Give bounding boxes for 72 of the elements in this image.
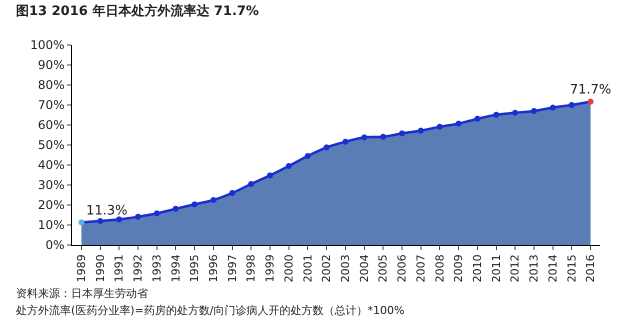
x-tick-label: 2007 xyxy=(414,254,428,282)
point xyxy=(304,153,311,159)
point xyxy=(210,197,216,203)
x-tick-label: 2016 xyxy=(584,254,598,282)
data-label: 11.3% xyxy=(86,203,128,218)
x-tick-label: 2005 xyxy=(376,254,390,282)
x-tick-label: 2009 xyxy=(452,254,466,282)
y-tick-label: 100% xyxy=(30,38,65,52)
y-tick-label: 60% xyxy=(38,118,65,132)
x-tick-label: 1996 xyxy=(207,254,220,282)
x-tick-label: 1989 xyxy=(75,254,88,282)
point xyxy=(135,214,141,220)
point xyxy=(324,144,330,150)
x-tick-label: 1990 xyxy=(94,254,107,282)
x-tick-label: 1992 xyxy=(132,254,145,282)
point xyxy=(286,163,292,169)
y-tick-label: 70% xyxy=(38,98,65,112)
y-tick-label: 10% xyxy=(38,218,65,232)
point xyxy=(512,110,518,116)
x-tick-label: 1998 xyxy=(244,254,258,282)
point xyxy=(78,219,84,226)
data-label: 71.7% xyxy=(570,82,612,98)
point xyxy=(399,130,405,136)
point xyxy=(229,190,236,196)
x-tick-label: 2015 xyxy=(565,254,578,282)
x-tick-label: 2008 xyxy=(433,254,446,282)
point xyxy=(531,108,537,114)
x-tick-label: 2013 xyxy=(528,254,541,282)
x-tick-label: 1994 xyxy=(169,254,182,282)
y-tick-label: 20% xyxy=(38,198,65,212)
x-tick-label: 2001 xyxy=(301,254,314,282)
point xyxy=(550,104,556,111)
y-tick-label: 30% xyxy=(38,178,65,192)
x-tick-label: 2014 xyxy=(546,254,560,282)
point xyxy=(474,116,480,122)
x-tick-label: 2000 xyxy=(282,254,296,282)
x-tick-label: 1999 xyxy=(264,254,277,282)
point xyxy=(248,181,254,187)
y-tick-label: 80% xyxy=(38,78,65,92)
point xyxy=(192,201,198,208)
y-tick-label: 40% xyxy=(38,158,65,172)
point xyxy=(267,172,273,178)
x-tick-label: 2012 xyxy=(508,254,522,282)
point xyxy=(418,128,424,134)
point xyxy=(588,98,594,105)
point xyxy=(361,134,368,140)
x-tick-label: 1997 xyxy=(226,254,239,282)
x-tick-label: 2011 xyxy=(490,254,503,282)
x-tick-label: 2003 xyxy=(339,254,352,282)
y-tick-label: 90% xyxy=(38,58,65,72)
point xyxy=(342,138,348,145)
point xyxy=(172,206,179,212)
point xyxy=(154,210,160,216)
point xyxy=(116,216,122,222)
text: 资料来源：日本厚生劳动省 xyxy=(16,287,148,300)
x-tick-label: 1993 xyxy=(150,254,164,282)
y-tick-label: 0% xyxy=(46,238,65,252)
x-tick-label: 2010 xyxy=(471,254,484,282)
point xyxy=(493,112,500,118)
text: 处方外流率(医药分业率)=药房的处方数/向门诊病人开的处方数（总计）*100% xyxy=(16,304,404,317)
point xyxy=(436,124,443,130)
x-tick-label: 2002 xyxy=(320,254,334,282)
y-tick-label: 50% xyxy=(38,138,65,152)
x-tick-label: 2004 xyxy=(358,254,371,282)
x-tick-label: 2006 xyxy=(396,254,409,282)
chart-title: 图13 2016 年日本处方外流率达 71.7% xyxy=(16,3,259,19)
point xyxy=(97,218,104,224)
x-tick-label: 1995 xyxy=(188,254,202,282)
point xyxy=(568,102,575,108)
point xyxy=(380,134,386,140)
point xyxy=(456,120,462,127)
x-tick-label: 1991 xyxy=(112,254,126,282)
